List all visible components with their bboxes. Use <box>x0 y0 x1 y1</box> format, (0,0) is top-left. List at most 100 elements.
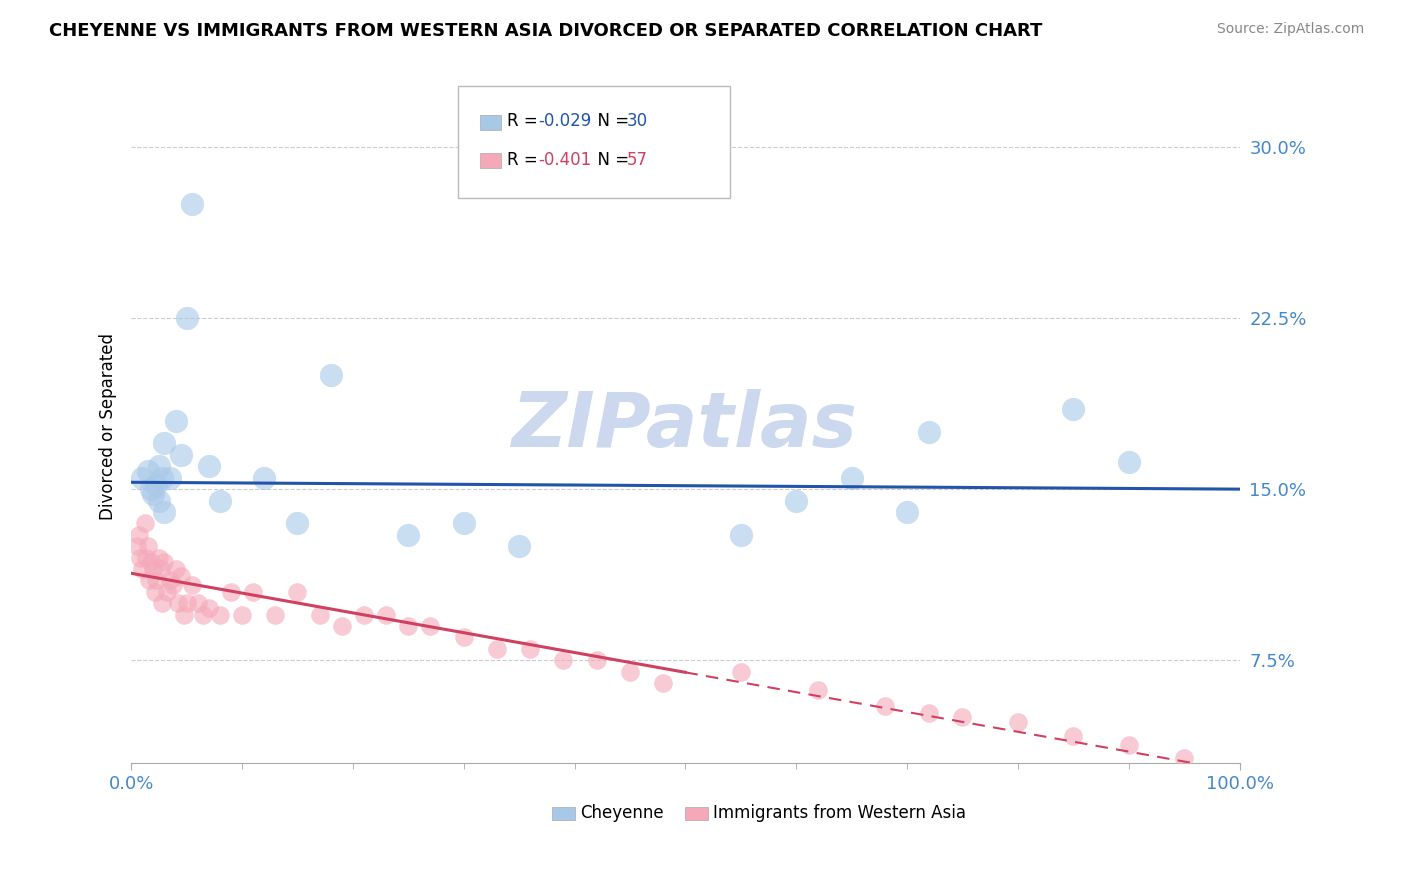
Point <box>153 436 176 450</box>
Point <box>165 562 187 576</box>
Point <box>208 607 231 622</box>
Point <box>730 528 752 542</box>
Text: Immigrants from Western Asia: Immigrants from Western Asia <box>713 805 966 822</box>
Point <box>170 448 193 462</box>
Text: R =: R = <box>508 151 543 169</box>
Point <box>330 619 353 633</box>
Point <box>150 562 173 576</box>
Text: N =: N = <box>586 151 634 169</box>
Point <box>141 482 163 496</box>
Point <box>873 698 896 713</box>
Point <box>150 471 173 485</box>
Text: 57: 57 <box>627 151 648 169</box>
Point <box>208 493 231 508</box>
Point <box>1229 767 1251 781</box>
Point <box>730 665 752 679</box>
Point <box>142 486 165 500</box>
Point <box>396 619 419 633</box>
Text: -0.401: -0.401 <box>538 151 592 169</box>
Point <box>1173 751 1195 765</box>
Point <box>141 555 163 569</box>
Point <box>375 607 398 622</box>
Text: ZIPatlas: ZIPatlas <box>512 390 859 463</box>
Point <box>156 584 179 599</box>
Point <box>952 710 974 724</box>
Point <box>142 562 165 576</box>
Point <box>419 619 441 633</box>
Point <box>134 516 156 531</box>
Point <box>785 493 807 508</box>
Point <box>181 578 204 592</box>
Y-axis label: Divorced or Separated: Divorced or Separated <box>100 333 117 520</box>
Point <box>1062 402 1084 417</box>
Point <box>508 539 530 553</box>
Point <box>918 425 941 439</box>
Bar <box>685 806 707 820</box>
Point <box>1118 738 1140 752</box>
Point <box>485 641 508 656</box>
Text: -0.029: -0.029 <box>538 112 592 130</box>
Point <box>150 596 173 610</box>
Point <box>162 578 184 592</box>
Point <box>198 459 221 474</box>
Point <box>287 516 309 531</box>
Point <box>135 550 157 565</box>
Text: CHEYENNE VS IMMIGRANTS FROM WESTERN ASIA DIVORCED OR SEPARATED CORRELATION CHART: CHEYENNE VS IMMIGRANTS FROM WESTERN ASIA… <box>49 22 1043 40</box>
Bar <box>481 115 501 129</box>
Point <box>159 471 181 485</box>
Point <box>231 607 253 622</box>
Point <box>153 555 176 569</box>
Text: N =: N = <box>586 112 634 130</box>
Point <box>145 574 167 588</box>
Point <box>176 310 198 325</box>
Text: R =: R = <box>508 112 543 130</box>
Point <box>136 464 159 478</box>
Point <box>453 631 475 645</box>
Point <box>264 607 287 622</box>
Bar <box>553 806 575 820</box>
Point <box>148 550 170 565</box>
Point <box>519 641 541 656</box>
Point <box>353 607 375 622</box>
Point <box>841 471 863 485</box>
Point <box>553 653 575 667</box>
Point <box>219 584 242 599</box>
Point <box>619 665 641 679</box>
Point <box>807 682 830 697</box>
Point <box>396 528 419 542</box>
Point <box>176 596 198 610</box>
Point <box>193 607 215 622</box>
Point <box>896 505 918 519</box>
Point <box>585 653 607 667</box>
Point <box>319 368 342 382</box>
Point <box>143 584 166 599</box>
Point <box>1007 714 1029 729</box>
Point <box>153 505 176 519</box>
Point <box>170 569 193 583</box>
Point <box>198 600 221 615</box>
Point <box>125 539 148 553</box>
Text: 30: 30 <box>627 112 648 130</box>
Point <box>131 562 153 576</box>
Point <box>453 516 475 531</box>
Bar <box>481 153 501 168</box>
Point <box>166 596 188 610</box>
Point <box>253 471 276 485</box>
Point <box>1118 455 1140 469</box>
Point <box>1062 729 1084 743</box>
Point <box>148 493 170 508</box>
Point <box>308 607 330 622</box>
Point <box>165 414 187 428</box>
Point <box>131 471 153 485</box>
Point <box>145 477 167 491</box>
Point <box>652 676 675 690</box>
Point <box>128 528 150 542</box>
Point <box>136 539 159 553</box>
FancyBboxPatch shape <box>458 87 730 197</box>
Point <box>173 607 195 622</box>
Point <box>129 550 152 565</box>
Point <box>918 706 941 720</box>
Point <box>187 596 209 610</box>
Text: Cheyenne: Cheyenne <box>581 805 664 822</box>
Point <box>159 574 181 588</box>
